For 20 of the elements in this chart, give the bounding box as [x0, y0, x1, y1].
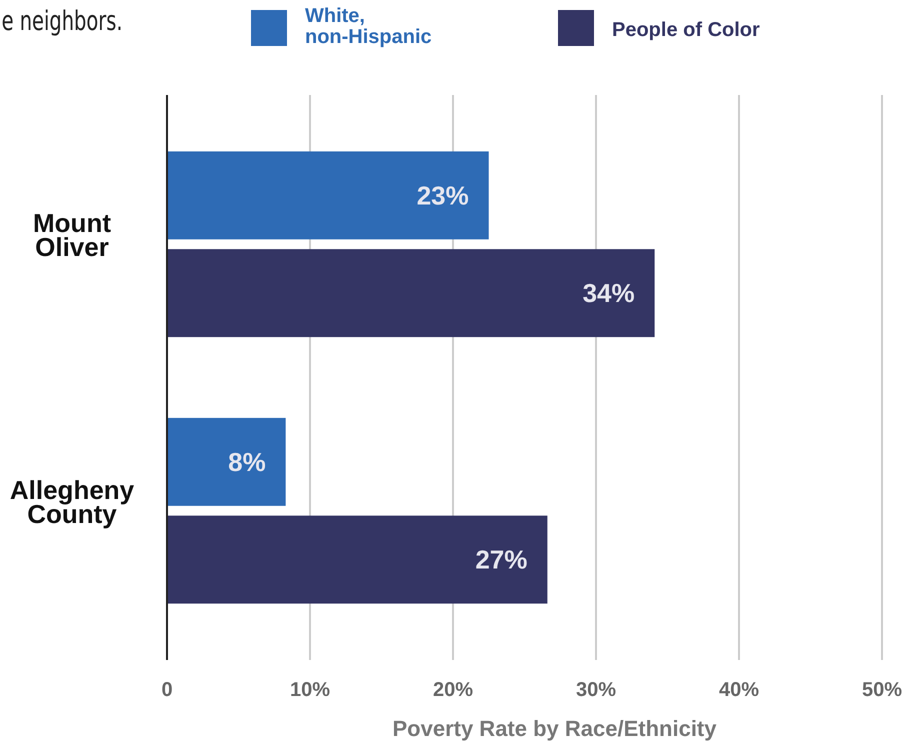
- x-tick-label: 10%: [290, 679, 330, 701]
- legend-label: People of Color: [612, 19, 760, 41]
- y-tick-label: Mount Oliver: [33, 208, 112, 262]
- data-label: 27%: [475, 544, 528, 575]
- bar: [167, 249, 655, 338]
- bar: [167, 151, 489, 240]
- x-tick-label: 0: [161, 679, 173, 701]
- x-tick-label: 20%: [432, 679, 474, 701]
- data-label: 34%: [582, 278, 635, 308]
- x-tick-label: 40%: [718, 679, 760, 701]
- legend-label: White, non-Hispanic: [305, 5, 432, 48]
- data-label: 8%: [228, 446, 266, 477]
- bar: [167, 516, 548, 604]
- y-tick-label: Allegheny County: [10, 474, 135, 529]
- data-label: 23%: [416, 180, 469, 210]
- x-axis-title: Poverty Rate by Race/Ethnicity: [392, 716, 718, 741]
- bar: [167, 418, 286, 506]
- x-tick-label: 50%: [862, 679, 902, 701]
- x-tick-label: 30%: [576, 679, 616, 701]
- text: e neighbors.: [2, 4, 123, 37]
